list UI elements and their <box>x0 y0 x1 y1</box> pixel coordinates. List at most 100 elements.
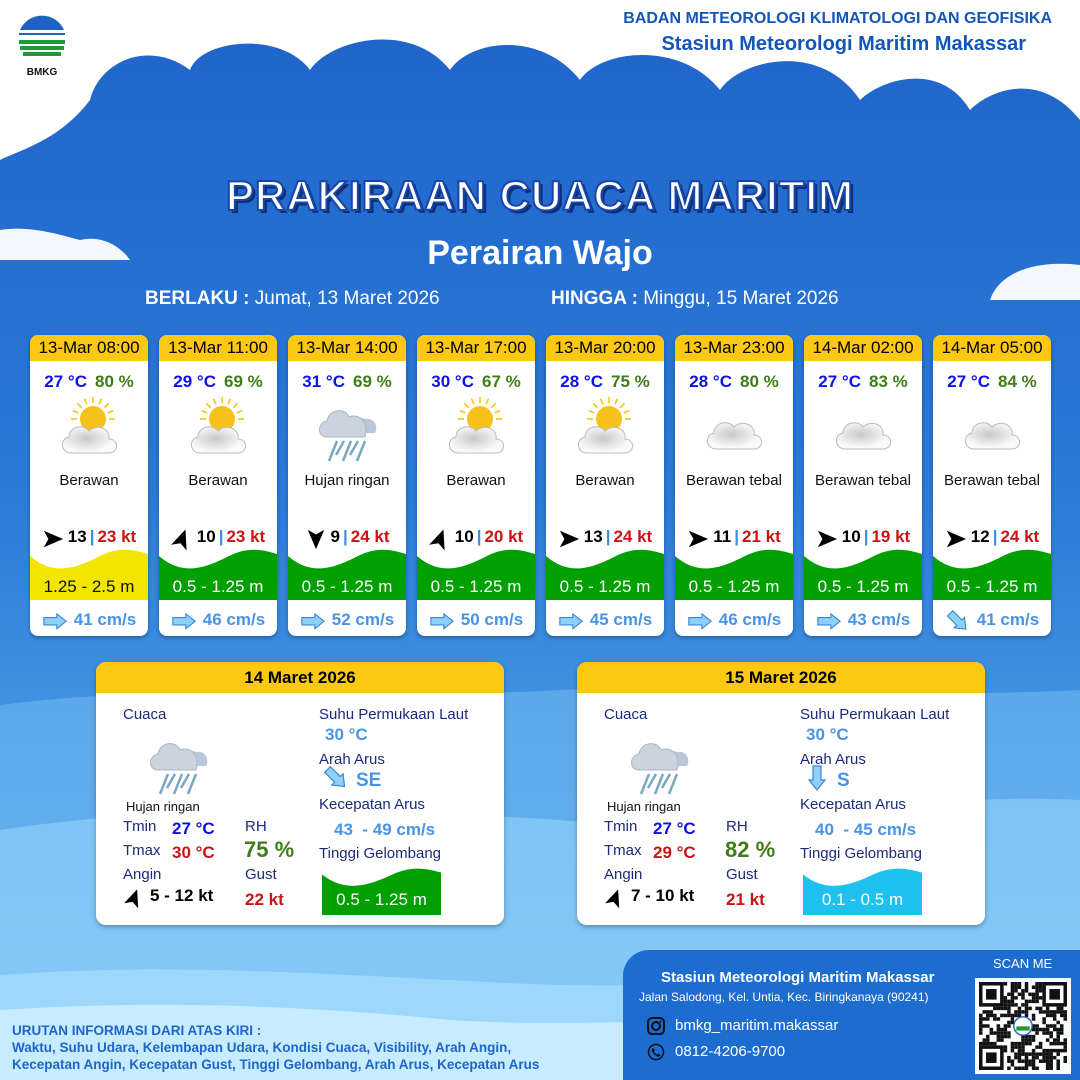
bmkg-logo: BMKG <box>18 14 66 78</box>
wave-shape <box>288 549 406 600</box>
legend-title: URUTAN INFORMASI DARI ATAS KIRI : <box>12 1023 262 1038</box>
air-temperature: 27 °C <box>44 372 87 391</box>
gust-speed: 21 kt <box>742 527 781 546</box>
footer-station: Stasiun Meteorologi Maritim Makassar <box>661 969 935 986</box>
station-name: Stasiun Meteorologi Maritim Makassar <box>661 33 1026 55</box>
wind-speed: 13 <box>67 527 87 546</box>
humidity: 69 % <box>223 372 263 391</box>
label-rh: RH <box>726 818 748 835</box>
wind-direction-icon <box>124 889 139 909</box>
page-title: PRAKIRAAN CUACA MARITIM <box>225 171 855 220</box>
rh-value: 82 % <box>725 837 776 862</box>
current-speed: 46 cm/s <box>718 610 782 629</box>
current-direction-icon <box>559 612 583 630</box>
label-weather: Cuaca <box>123 706 167 723</box>
wind-direction-icon <box>605 889 620 909</box>
wave-shape <box>30 549 148 600</box>
tmin-value: 27 °C <box>653 819 696 838</box>
label-sst: Suhu Permukaan Laut <box>800 706 950 723</box>
cloud-right <box>990 263 1080 300</box>
legend-line: Kecepatan Angin, Kecepatan Gust, Tinggi … <box>12 1057 540 1072</box>
air-temperature: 30 °C <box>431 372 474 391</box>
wind-speed: 11 <box>713 527 732 546</box>
current-direction-icon <box>172 612 196 630</box>
wind-speed: 10 <box>196 527 216 546</box>
wind-speed: 12 <box>970 527 990 546</box>
weather-condition: Berawan <box>188 472 248 489</box>
wave-shape <box>803 868 922 915</box>
forecast-time: 13-Mar 17:00 <box>417 335 535 361</box>
overcast-icon <box>707 422 762 450</box>
light-rain-icon <box>631 743 689 795</box>
wave-height: 0.5 - 1.25 m <box>172 577 264 596</box>
humidity: 80 % <box>739 372 779 391</box>
qr-code[interactable] <box>975 978 1071 1074</box>
partly-cloudy-icon <box>62 397 117 454</box>
wave-shape <box>159 549 277 600</box>
current-direction-icon <box>323 765 346 788</box>
contact-footer: Stasiun Meteorologi Maritim Makassar Jal… <box>623 950 1080 1080</box>
overcast-icon <box>965 422 1020 450</box>
instagram-icon <box>647 1017 665 1035</box>
wind-direction-icon <box>946 530 966 547</box>
wind-speed: 10 <box>454 527 474 546</box>
wind-direction-icon <box>428 529 445 550</box>
air-temperature: 31 °C <box>302 372 345 391</box>
label-wind: Angin <box>604 866 643 883</box>
partly-cloudy-icon <box>578 397 633 454</box>
weather-condition: Berawan tebal <box>944 472 1040 489</box>
label-current-speed: Kecepatan Arus <box>319 796 425 813</box>
current-direction-icon <box>817 612 841 630</box>
org-name: BADAN METEOROLOGI KLIMATOLOGI DAN GEOFIS… <box>623 10 1052 27</box>
wind-direction-icon <box>43 530 63 547</box>
forecast-time: 14-Mar 05:00 <box>933 335 1051 361</box>
label-current-dir: Arah Arus <box>800 751 866 768</box>
info-legend: URUTAN INFORMASI DARI ATAS KIRI : Waktu,… <box>12 1022 539 1073</box>
partly-cloudy-icon <box>191 397 246 454</box>
sst-value: 30 °C <box>806 725 849 744</box>
tmax-value: 29 °C <box>653 843 696 862</box>
wind-speed: 9 <box>330 527 340 546</box>
current-direction-icon <box>807 765 827 791</box>
label-current-dir: Arah Arus <box>319 751 385 768</box>
humidity: 67 % <box>481 372 521 391</box>
tmin-value: 27 °C <box>172 819 215 838</box>
wind-range: 5 - 12 kt <box>150 886 214 905</box>
forecast-card: 14-Mar 05:00 27 °C 84 % Berawan tebal 12 |… <box>933 335 1051 636</box>
gust-speed: 23 kt <box>97 527 137 546</box>
label-weather: Cuaca <box>604 706 648 723</box>
wave-height: 0.5 - 1.25 m <box>559 577 651 596</box>
wave-shape <box>322 868 441 915</box>
area-name: Perairan Wajo <box>427 234 653 272</box>
gust-speed: 19 kt <box>871 527 911 546</box>
tmax-value: 30 °C <box>172 843 215 862</box>
humidity: 80 % <box>94 372 134 391</box>
label-current-speed: Kecepatan Arus <box>800 796 906 813</box>
air-temperature: 28 °C <box>560 372 603 391</box>
wave-height: 0.1 - 0.5 m <box>821 890 904 909</box>
label-rh: RH <box>245 818 267 835</box>
phone-number[interactable]: 0812-4206-9700 <box>675 1043 786 1060</box>
daily-date: 15 Maret 2026 <box>577 662 985 693</box>
label-tmax: Tmax <box>604 842 642 859</box>
sst-value: 30 °C <box>325 725 368 744</box>
gust-speed: 23 kt <box>226 527 266 546</box>
partly-cloudy-icon <box>449 397 504 454</box>
current-speed: 46 cm/s <box>202 610 266 629</box>
forecast-card: 13-Mar 20:00 28 °C 75 % Berawan 13 | 24 kt … <box>546 335 664 636</box>
svg-text:BMKG: BMKG <box>27 67 58 78</box>
weather-condition: Hujan ringan <box>607 799 681 814</box>
current-direction-icon <box>301 612 325 630</box>
scan-me-label: SCAN ME <box>993 956 1053 971</box>
forecast-card: 13-Mar 17:00 30 °C 67 % Berawan 10 | 20 kt … <box>417 335 535 636</box>
current-speed: 52 cm/s <box>331 610 395 629</box>
wind-direction-icon <box>307 529 324 549</box>
forecast-time: 14-Mar 02:00 <box>804 335 922 361</box>
label-gust: Gust <box>245 866 277 883</box>
air-temperature: 27 °C <box>947 372 990 391</box>
top-clouds <box>0 0 1080 160</box>
wave-height: 0.5 - 1.25 m <box>688 577 780 596</box>
instagram-handle[interactable]: bmkg_maritim.makassar <box>675 1017 839 1034</box>
humidity: 75 % <box>610 372 650 391</box>
light-rain-icon <box>319 410 377 462</box>
